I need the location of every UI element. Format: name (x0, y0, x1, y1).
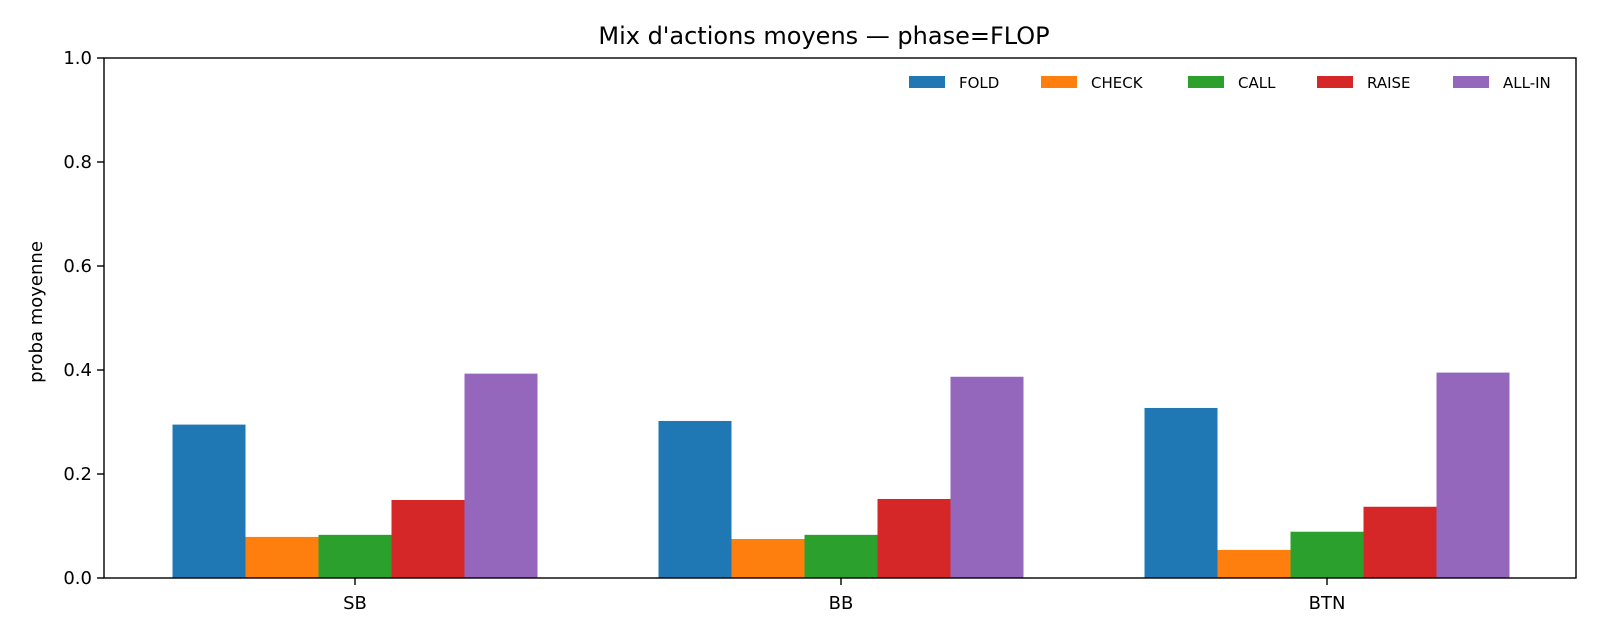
legend: FOLD CHECK CALL RAISE ALL-IN (909, 74, 1551, 92)
y-tick-label: 0.6 (63, 256, 92, 277)
legend-label-call: CALL (1238, 74, 1276, 92)
bar-all-in-sb (464, 373, 538, 578)
bar-call-bb (804, 534, 878, 578)
bar-check-sb (245, 536, 319, 578)
x-tick-label: BB (829, 593, 854, 614)
legend-label-raise: RAISE (1367, 74, 1411, 92)
bar-raise-sb (391, 500, 465, 578)
bar-raise-btn (1363, 506, 1437, 578)
plot-area: 0.0 0.2 0.4 0.6 0.8 1.0 SB BB BTN (63, 48, 1577, 614)
legend-label-fold: FOLD (959, 74, 999, 92)
bar-fold-bb (658, 420, 732, 578)
y-tick-label: 0.0 (63, 568, 92, 589)
bar-call-sb (318, 534, 392, 578)
legend-swatch-fold (909, 76, 945, 88)
chart-title: Mix d'actions moyens — phase=FLOP (598, 22, 1049, 50)
bar-all-in-btn (1436, 372, 1510, 578)
legend-swatch-check (1041, 76, 1077, 88)
bar-check-btn (1217, 549, 1291, 578)
y-tick-label: 1.0 (63, 48, 92, 69)
bar-all-in-bb (950, 376, 1024, 578)
bar-call-btn (1290, 531, 1364, 578)
y-tick-label: 0.2 (63, 464, 92, 485)
y-tick-label: 0.4 (63, 360, 92, 381)
bar-fold-btn (1144, 407, 1218, 578)
plot-frame (103, 57, 1577, 579)
bar-check-bb (731, 539, 805, 578)
y-tick-label: 0.8 (63, 152, 92, 173)
bar-fold-sb (172, 424, 246, 578)
legend-label-all-in: ALL-IN (1503, 74, 1551, 92)
legend-swatch-raise (1317, 76, 1353, 88)
x-tick-label: SB (343, 593, 367, 614)
legend-swatch-all-in (1453, 76, 1489, 88)
legend-label-check: CHECK (1091, 74, 1144, 92)
bar-raise-bb (877, 498, 951, 578)
y-axis-label: proba moyenne (26, 241, 47, 383)
legend-swatch-call (1188, 76, 1224, 88)
x-tick-label: BTN (1309, 593, 1346, 614)
